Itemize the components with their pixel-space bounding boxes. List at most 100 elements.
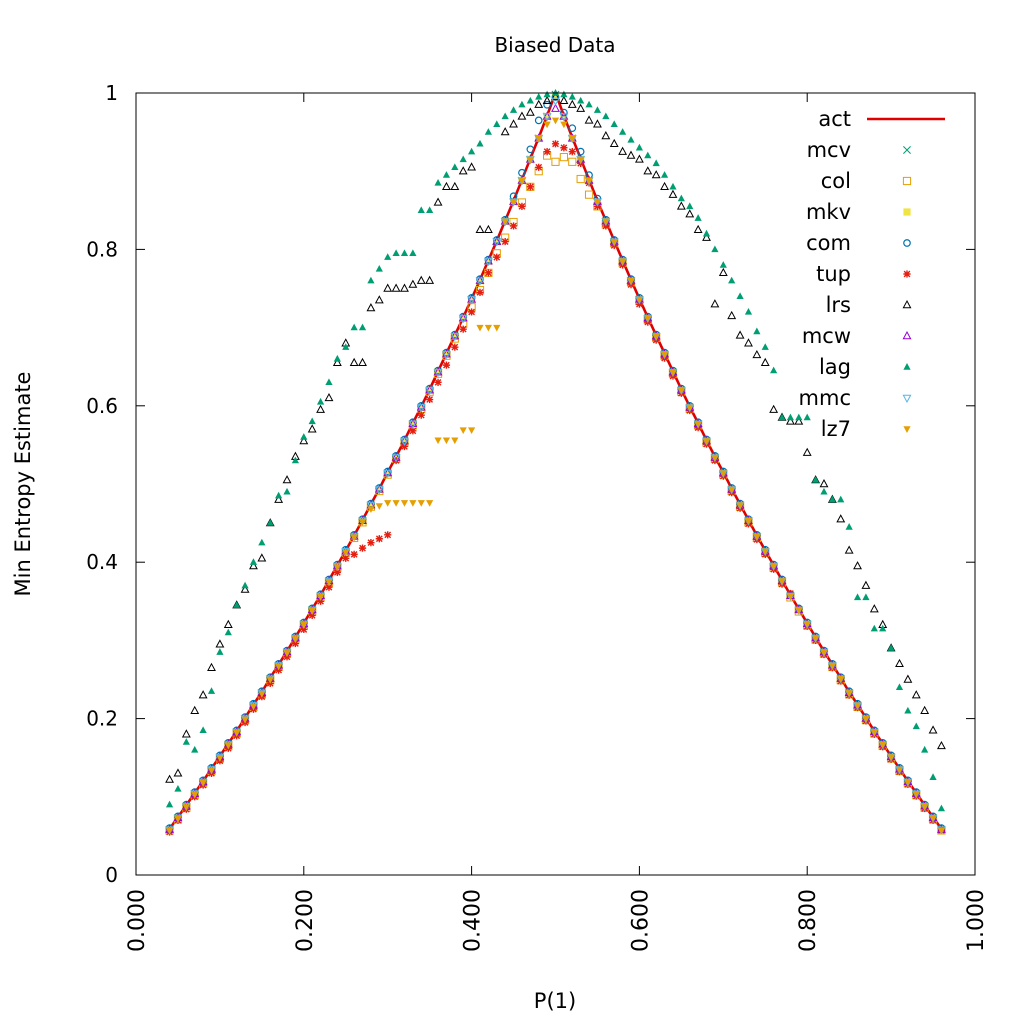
point-lrs — [400, 283, 409, 292]
point-mcw — [458, 313, 468, 322]
point-lag — [635, 143, 643, 151]
point-lz7 — [409, 500, 417, 507]
point-lag — [216, 648, 224, 655]
point-tup — [568, 148, 576, 156]
point-lz7 — [249, 703, 258, 711]
point-lz7 — [316, 593, 325, 601]
legend-label-mcv: mcv — [807, 138, 851, 162]
point-lz7 — [308, 607, 316, 615]
point-lrs — [844, 545, 854, 554]
point-lag — [937, 804, 946, 812]
point-lz7 — [233, 729, 241, 737]
point-lag — [652, 159, 660, 167]
legend-label-tup: tup — [816, 262, 851, 286]
point-lz7 — [484, 324, 492, 332]
point-tup — [468, 308, 476, 316]
point-mkv — [409, 420, 417, 428]
point-lrs — [634, 154, 644, 163]
point-tup — [426, 395, 434, 404]
point-lag — [677, 194, 685, 202]
point-lz7 — [216, 755, 224, 762]
legend-label-com: com — [806, 231, 851, 255]
point-lrs — [483, 224, 493, 234]
point-col — [551, 157, 560, 166]
y-tick-label: 0.2 — [86, 707, 118, 731]
axis-ticks: 0.000 0.200 0.400 0.600 0.800 1.000 0 0.2 0.4 0.6… — [86, 81, 989, 952]
point-mkv — [426, 386, 434, 394]
point-lrs — [215, 639, 225, 648]
point-lrs — [525, 107, 535, 116]
point-tup — [551, 140, 560, 148]
point-lag — [468, 147, 476, 155]
point-mkv — [543, 112, 551, 121]
point-mcw — [542, 111, 552, 120]
point-mmc — [391, 454, 401, 463]
point-lrs — [374, 295, 384, 304]
point-lag — [484, 128, 492, 135]
point-lrs — [274, 494, 284, 503]
point-lag — [241, 581, 249, 589]
point-tup — [484, 269, 492, 277]
point-lrs — [895, 658, 904, 668]
y-axis-label: Min Entropy Estimate — [11, 372, 35, 597]
point-tup — [535, 163, 543, 171]
point-lz7 — [358, 518, 367, 526]
point-lag — [644, 151, 652, 159]
point-mmc — [383, 469, 393, 479]
point-lag — [744, 308, 753, 315]
point-lag — [694, 214, 702, 221]
point-lag — [602, 112, 610, 120]
point-lrs — [735, 330, 745, 339]
point-lz7 — [904, 779, 912, 786]
point-lz7 — [560, 121, 568, 129]
point-lz7 — [820, 649, 828, 657]
point-lrs — [433, 197, 443, 206]
point-lz7 — [325, 579, 333, 586]
point-lrs — [509, 119, 518, 128]
point-lrs — [450, 181, 460, 191]
point-lz7 — [753, 533, 761, 541]
point-mcw — [441, 349, 451, 358]
point-lrs — [651, 170, 661, 179]
point-mkv — [367, 501, 375, 509]
point-mkv — [493, 237, 501, 246]
point-tup — [434, 378, 442, 386]
point-lrs — [441, 181, 451, 191]
point-lz7 — [660, 351, 669, 359]
y-tick-label: 1 — [105, 81, 118, 105]
point-lag — [325, 378, 333, 386]
point-lrs — [794, 416, 804, 425]
point-lag — [770, 366, 778, 374]
point-lag — [182, 738, 190, 745]
point-mcw — [416, 402, 426, 411]
legend-swatch-lag — [903, 363, 911, 370]
point-lz7 — [585, 177, 593, 185]
point-com — [534, 116, 543, 125]
point-mkv — [476, 277, 484, 285]
x-tick-label: 1.000 — [964, 889, 989, 952]
point-com — [543, 100, 551, 109]
point-lag — [619, 128, 627, 135]
point-lrs — [744, 338, 753, 347]
point-lrs — [165, 774, 174, 783]
point-lz7 — [258, 690, 266, 698]
point-lrs — [760, 357, 770, 366]
point-lrs — [584, 115, 594, 124]
point-lag — [887, 644, 895, 651]
point-lrs — [626, 150, 636, 159]
point-mcw — [467, 294, 477, 303]
point-lrs — [802, 447, 812, 456]
point-lag — [333, 354, 341, 362]
point-lz7 — [367, 506, 375, 513]
point-lag — [845, 523, 853, 530]
point-lag — [610, 120, 618, 127]
point-lrs — [190, 705, 200, 714]
point-lrs — [198, 690, 208, 699]
legend-label-lz7: lz7 — [821, 417, 851, 441]
point-lag — [711, 245, 719, 253]
point-lag — [375, 264, 383, 272]
point-lz7 — [887, 754, 895, 761]
point-lrs — [920, 705, 930, 714]
point-lrs — [668, 189, 678, 198]
point-tup — [459, 325, 467, 333]
